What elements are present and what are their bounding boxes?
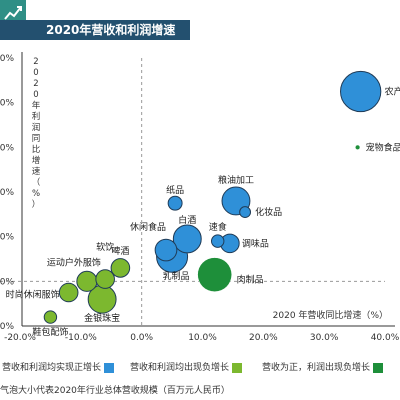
bubble-啤酒 [110, 258, 131, 278]
bubble-chart: -10.0% 0.0% 10.0% 20.0% 30.0% 40.0% 50.0% -20.0… [0, 52, 400, 343]
bubble-label: 啤酒 [111, 245, 129, 257]
bubble-label: 调味品 [242, 237, 269, 249]
x-axis-title: 2020 年营收同比增速（%） [273, 309, 388, 321]
bubble-label: 鞋包配饰 [32, 326, 68, 338]
x-tick-label: 40.0% [371, 333, 400, 343]
bubble-肉制品 [197, 257, 232, 292]
bubble-农产品 [340, 70, 382, 113]
x-tick-label: 0.0% [130, 333, 153, 343]
bubble-时尚休闲服饰 [58, 282, 79, 303]
bubble-宠物食品 [355, 144, 361, 150]
bubble-label: 农产品 [385, 86, 400, 98]
y-tick-label: 50.0% [0, 54, 14, 64]
y-tick-label: 20.0% [0, 188, 14, 198]
x-tick-label: -10.0% [65, 333, 97, 343]
legend-swatch [104, 362, 115, 373]
x-tick-label: -20.0% [4, 333, 36, 343]
bubble-软饮 [95, 269, 115, 289]
legend-item: 营收为正，利润出现负增长 [262, 362, 386, 374]
bubble-label: 金银珠宝 [84, 312, 120, 324]
legend-item: 营收和利润均实现正增长 [2, 362, 117, 374]
legend-label: 营收为正，利润出现负增长 [262, 363, 371, 373]
bubble-label: 白酒 [178, 214, 196, 226]
bubble-运动户外服饰 [76, 270, 98, 292]
legend-label: 营收和利润均出现负增长 [130, 363, 230, 373]
chart-header: 2020年营收和利润增速 [0, 0, 400, 40]
y-tick-label: 0.0% [0, 277, 14, 287]
bubble-size-note: 气泡大小代表2020年行业总体营收规模（百万元人民币） [0, 386, 230, 396]
bubble-label: 化妆品 [255, 206, 282, 218]
bubble-label: 纸品 [166, 184, 184, 196]
bubble-纸品 [167, 195, 183, 211]
bubble-label: 速食 [209, 221, 227, 233]
y-axis-title: 2 0 2 0 年利润同比增速（%） [32, 57, 41, 210]
bubble-白酒 [172, 224, 202, 254]
x-tick-label: 10.0% [188, 333, 217, 343]
bubble-化妆品 [239, 206, 252, 219]
x-tick-label: 30.0% [310, 333, 339, 343]
x-tick-label: 20.0% [249, 333, 278, 343]
bubble-label: 宠物食品 [366, 141, 400, 153]
legend-label: 营收和利润均实现正增长 [2, 363, 102, 373]
bubble-label: 肉制品 [237, 274, 264, 286]
y-tick-label: 10.0% [0, 233, 14, 243]
legend-swatch [232, 362, 243, 373]
bubble-label: 粮油加工 [218, 174, 254, 186]
bubble-label: 时尚休闲服饰 [6, 289, 60, 301]
chart-title: 2020年营收和利润增速 [46, 23, 176, 37]
bubble-label: 运动户外服饰 [47, 256, 101, 268]
legend: 营收和利润均实现正增长 营收和利润均出现负增长 营收为正，利润出现负增长 [0, 358, 400, 378]
y-tick-label: -10.0% [0, 322, 14, 332]
bubble-label: 乳制品 [163, 270, 190, 282]
header-bar [0, 20, 190, 40]
bubble-label: 软饮 [96, 241, 114, 253]
bubble-休闲食品 [154, 238, 178, 262]
bubble-label: 休闲食品 [130, 221, 166, 233]
legend-swatch [373, 362, 384, 373]
legend-item: 营收和利润均出现负增长 [130, 362, 245, 374]
bubble-速食 [211, 234, 225, 248]
bubble-鞋包配饰 [43, 310, 58, 324]
y-tick-label: 30.0% [0, 143, 14, 153]
y-tick-label: 40.0% [0, 99, 14, 109]
